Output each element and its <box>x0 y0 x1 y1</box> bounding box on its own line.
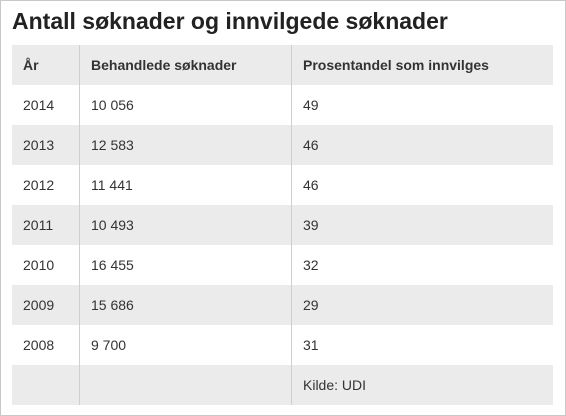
table-row: 2010 16 455 32 <box>12 245 553 285</box>
table-row: 2014 10 056 49 <box>12 85 553 125</box>
source-note: Kilde: UDI <box>291 365 553 405</box>
column-header-percent-granted: Prosentandel som innvilges <box>291 45 553 85</box>
percent-granted-cell: 39 <box>291 205 553 245</box>
empty-cell <box>79 365 292 405</box>
percent-granted-cell: 49 <box>303 97 319 113</box>
year-cell: 2009 <box>12 285 80 325</box>
year-cell: 2012 <box>12 165 80 205</box>
column-header-year: År <box>12 45 80 85</box>
processed-cell: 16 455 <box>79 245 292 285</box>
percent-granted-cell: 46 <box>291 125 553 165</box>
processed-cell: 10 493 <box>79 205 292 245</box>
year-cell: 2008 <box>12 325 80 365</box>
applications-table: År Behandlede søknader Prosentandel som … <box>12 45 553 405</box>
year-cell: 2011 <box>12 205 80 245</box>
percent-granted-cell: 32 <box>303 257 319 273</box>
percent-granted-cell: 46 <box>303 177 319 193</box>
table-row: 2009 15 686 29 <box>12 285 553 325</box>
processed-cell: 10 056 <box>79 85 292 125</box>
table-row: 2013 12 583 46 <box>12 125 553 165</box>
processed-cell: 15 686 <box>79 285 292 325</box>
empty-cell <box>12 365 80 405</box>
percent-granted-cell: 31 <box>303 337 319 353</box>
processed-cell: 12 583 <box>79 125 292 165</box>
table-row: 2008 9 700 31 <box>12 325 553 365</box>
processed-cell: 11 441 <box>79 165 292 205</box>
header-row: År Behandlede søknader Prosentandel som … <box>12 45 553 85</box>
column-header-processed: Behandlede søknader <box>79 45 292 85</box>
source-row: Kilde: UDI <box>12 365 553 405</box>
percent-granted-cell: 29 <box>291 285 553 325</box>
table-row: 2012 11 441 46 <box>12 165 553 205</box>
year-cell: 2013 <box>12 125 80 165</box>
year-cell: 2014 <box>12 85 80 125</box>
year-cell: 2010 <box>12 245 80 285</box>
table-row: 2011 10 493 39 <box>12 205 553 245</box>
processed-cell: 9 700 <box>79 325 292 365</box>
table-title: Antall søknader og innvilgede søknader <box>12 8 448 34</box>
